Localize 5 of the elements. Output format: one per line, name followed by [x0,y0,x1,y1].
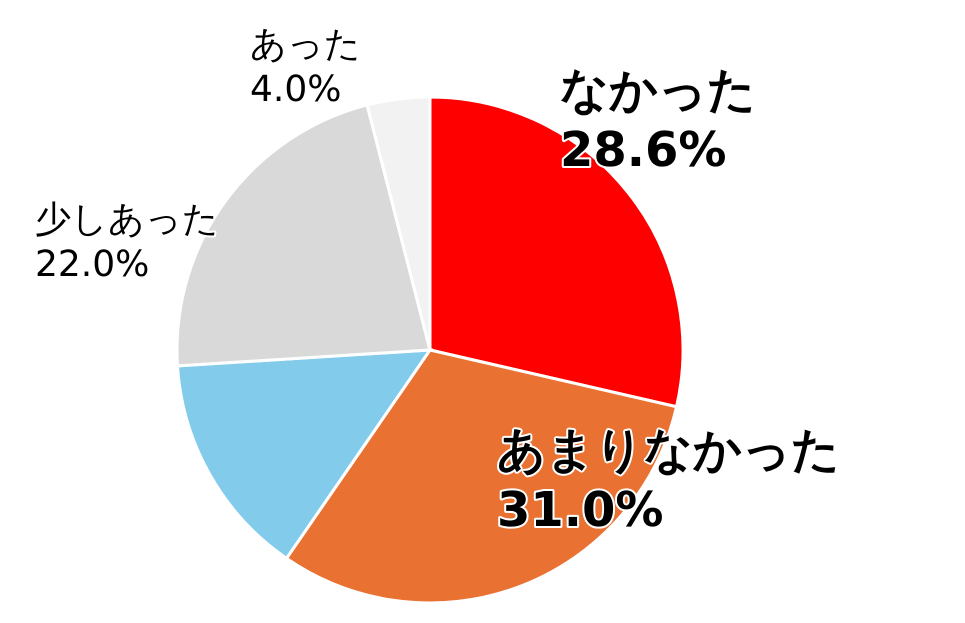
data-label: 22.0% [35,244,150,285]
slice-label: 少しあった [35,199,219,240]
data-label: 4.0% [250,69,342,110]
slice-label: なかった [560,62,756,118]
slice-label: あった [250,24,361,65]
